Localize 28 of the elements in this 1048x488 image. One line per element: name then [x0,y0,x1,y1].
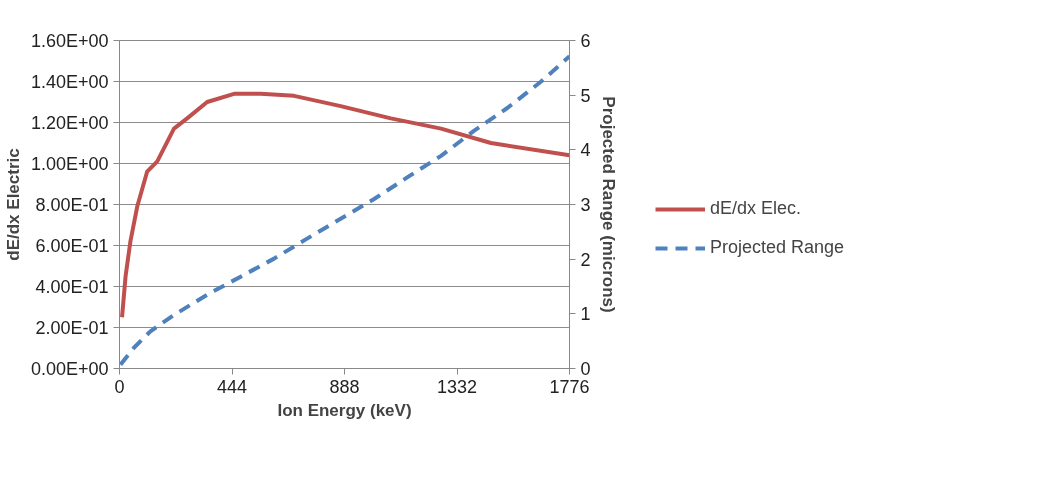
x-tick-label: 0 [114,376,125,397]
y2-tick-label: 6 [580,31,591,51]
y2-tick-label: 4 [580,140,591,161]
y-tick-label: 2.00E-01 [35,317,109,338]
x-axis-title: Ion Energy (keV) [277,400,412,420]
line-series [119,54,570,367]
y-tick-label: 0.00E+00 [30,358,109,379]
y2-tick-label: 1 [580,304,591,325]
y-axis-title: dE/dx Electric [3,148,23,261]
x-tick-label: 1332 [436,376,478,397]
x-tick-label: 1776 [549,376,590,397]
y-tick-label: 1.00E+00 [30,153,109,174]
y-tick-label: 4.00E-01 [35,276,109,297]
y-tick-label: 1.20E+00 [30,112,109,133]
y-tick-label: 6.00E-01 [35,235,109,256]
legend-label: dE/dx Elec. [709,198,801,219]
legend-label: Projected Range [709,237,845,258]
x-tick-label: 888 [329,376,360,397]
line-series [120,91,570,320]
y2-tick-label: 2 [580,249,591,270]
y-tick-label: 1.60E+00 [30,30,109,51]
y-tick-label: 8.00E-01 [35,194,109,215]
y-tick-label: 1.40E+00 [30,71,109,92]
y2-tick-label: 0 [580,359,591,379]
y2-tick-label: 3 [580,195,591,215]
y2-tick-label: 5 [580,85,591,106]
x-tick-label: 444 [216,376,248,397]
y2-axis-title: Projected Range (microns) [598,96,618,313]
